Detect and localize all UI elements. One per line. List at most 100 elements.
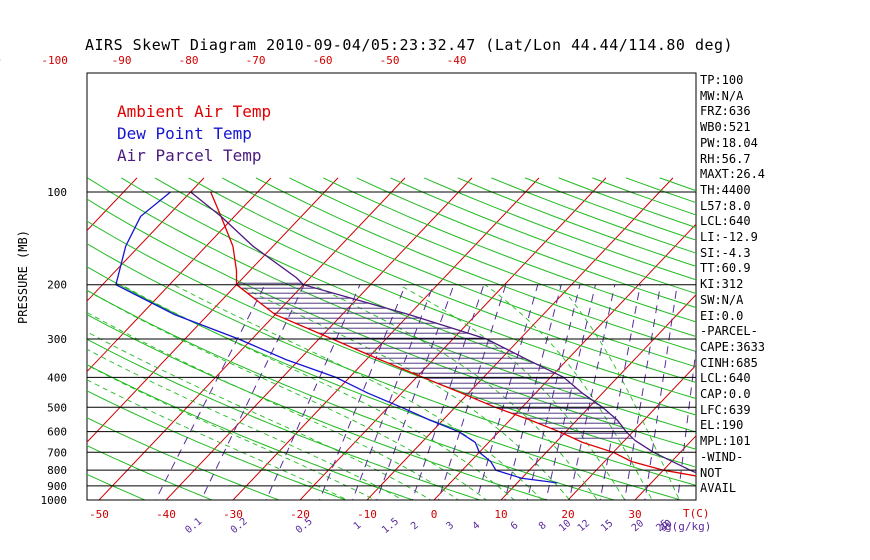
stat-item: RH:56.7	[700, 151, 751, 166]
bottom-temp-tick-label: -40	[156, 508, 176, 521]
dry-adiabat-line	[289, 177, 696, 338]
dry-adiabat-line	[390, 177, 696, 295]
isotherm-line	[567, 364, 696, 500]
stat-item: EI:0.0	[700, 308, 744, 323]
dry-adiabat-line	[491, 177, 696, 254]
dry-adiabat-line	[121, 177, 696, 416]
moist-adiabat-line	[87, 289, 488, 500]
stat-item: CINH:685	[700, 355, 758, 370]
dry-adiabat-line	[87, 220, 696, 468]
legend-ambient: Ambient Air Temp	[117, 102, 272, 121]
mixing-ratio-line	[352, 284, 434, 500]
dew-point-line	[115, 191, 558, 484]
bottom-temp-tick-label: -20	[290, 508, 310, 521]
dry-adiabat-line	[87, 289, 616, 500]
mixing-ratio-line	[504, 284, 562, 500]
legend-parcel: Air Parcel Temp	[117, 146, 262, 165]
top-temp-tick-label: -100	[41, 54, 68, 67]
top-temp-tick-label: -70	[246, 54, 266, 67]
stat-item: CAPE:3633	[700, 339, 766, 354]
dry-adiabat-line	[87, 473, 147, 500]
pressure-tick-label: 600	[47, 426, 67, 439]
dry-adiabat-line	[188, 177, 696, 384]
bottom-temp-tick-label: 30	[628, 508, 641, 521]
bottom-temp-tick-label: -10	[357, 508, 377, 521]
mixing-ratio-tick-label: 0.1	[183, 516, 204, 536]
moist-adiabat-line	[87, 379, 349, 500]
isotherm-line	[232, 177, 540, 500]
bottom-temp-tick-label: 0	[431, 508, 438, 521]
isotherm-line	[366, 177, 674, 500]
dry-adiabat-line	[87, 313, 549, 500]
mixing-ratio-line	[644, 284, 678, 500]
mixing-ratio-line	[545, 284, 596, 500]
dry-adiabat-line	[87, 266, 683, 500]
moist-adiabat-line	[484, 284, 653, 500]
bottom-temp-tick-label: -30	[223, 508, 243, 521]
pressure-tick-label: 100	[47, 186, 67, 199]
pressure-tick-label: 500	[47, 401, 67, 414]
mixing-ratio-line	[437, 284, 507, 500]
dry-adiabat-line	[87, 177, 696, 433]
dry-adiabat-line	[423, 177, 696, 281]
top-temp-tick-label: -50	[380, 54, 400, 67]
stat-item: EL:190	[700, 418, 744, 433]
bottom-temp-tick-label: 10	[494, 508, 507, 521]
pressure-tick-label: 200	[47, 279, 67, 292]
dry-adiabat-line	[87, 198, 696, 450]
temp-unit-label: T(C)	[683, 507, 710, 520]
stat-item: -WIND-	[700, 449, 744, 464]
isotherm-line	[0, 178, 3, 507]
isotherm-line	[87, 177, 138, 232]
isotherm-line	[830, 178, 870, 507]
stat-item: TT:60.9	[700, 261, 751, 276]
moist-adiabat-line	[173, 284, 543, 500]
dry-adiabat-line	[154, 177, 696, 400]
isotherm-line	[98, 177, 406, 500]
bottom-temp-tick-label: -50	[89, 508, 109, 521]
top-temp-tick-label: -80	[179, 54, 199, 67]
mixing-ratio-line	[376, 284, 455, 500]
dry-adiabat-line	[322, 177, 696, 323]
dry-adiabat-line	[221, 177, 696, 368]
mixing-ratio-unit-label: g(g/kg)	[665, 520, 711, 533]
stat-item: MAXT:26.4	[700, 167, 766, 182]
pressure-tick-label: 800	[47, 464, 67, 477]
mixing-ratio-line	[526, 284, 581, 500]
moist-adiabat-line	[120, 284, 515, 500]
dry-adiabat-line	[87, 390, 348, 500]
dry-adiabat-line	[87, 417, 281, 500]
stat-item: LFC:639	[700, 402, 751, 417]
moist-adiabat-line	[558, 284, 680, 500]
mixing-ratio-line	[265, 284, 361, 500]
isotherm-line	[87, 177, 205, 302]
dry-adiabat-line	[87, 338, 482, 500]
pressure-tick-label: 1000	[41, 494, 68, 507]
stat-item: TH:4400	[700, 182, 751, 197]
isotherm-line	[433, 223, 696, 500]
mixing-ratio-tick-label: 1	[352, 520, 364, 532]
stat-item: L57:8.0	[700, 198, 751, 213]
dry-adiabat-line	[87, 445, 214, 500]
dry-adiabat-line	[87, 364, 415, 500]
mixing-ratio-tick-label: 4	[471, 520, 483, 532]
moist-adiabat-line	[87, 331, 432, 500]
ambient-temp-line	[210, 191, 696, 477]
bottom-temp-tick-label: 20	[561, 508, 574, 521]
isotherm-line	[87, 177, 339, 443]
mixing-ratio-line	[568, 284, 616, 500]
stat-item: LCL:640	[700, 214, 751, 229]
isotherm-line	[299, 177, 607, 500]
moist-adiabat-line	[87, 364, 376, 500]
stat-item: WB0:521	[700, 120, 751, 135]
mixing-ratio-line	[319, 284, 406, 500]
mixing-ratio-tick-label: 1.5	[380, 516, 401, 536]
top-temp-tick-label: -90	[112, 54, 132, 67]
mixing-ratio-tick-label: 12	[576, 518, 592, 534]
stat-item: TP:100	[700, 73, 744, 87]
mixing-ratio-line	[411, 284, 485, 500]
moist-adiabat-line	[87, 348, 404, 500]
stat-item: CAP:0.0	[700, 387, 751, 401]
pressure-tick-label: 700	[47, 446, 67, 459]
moist-adiabat-line	[236, 284, 571, 500]
